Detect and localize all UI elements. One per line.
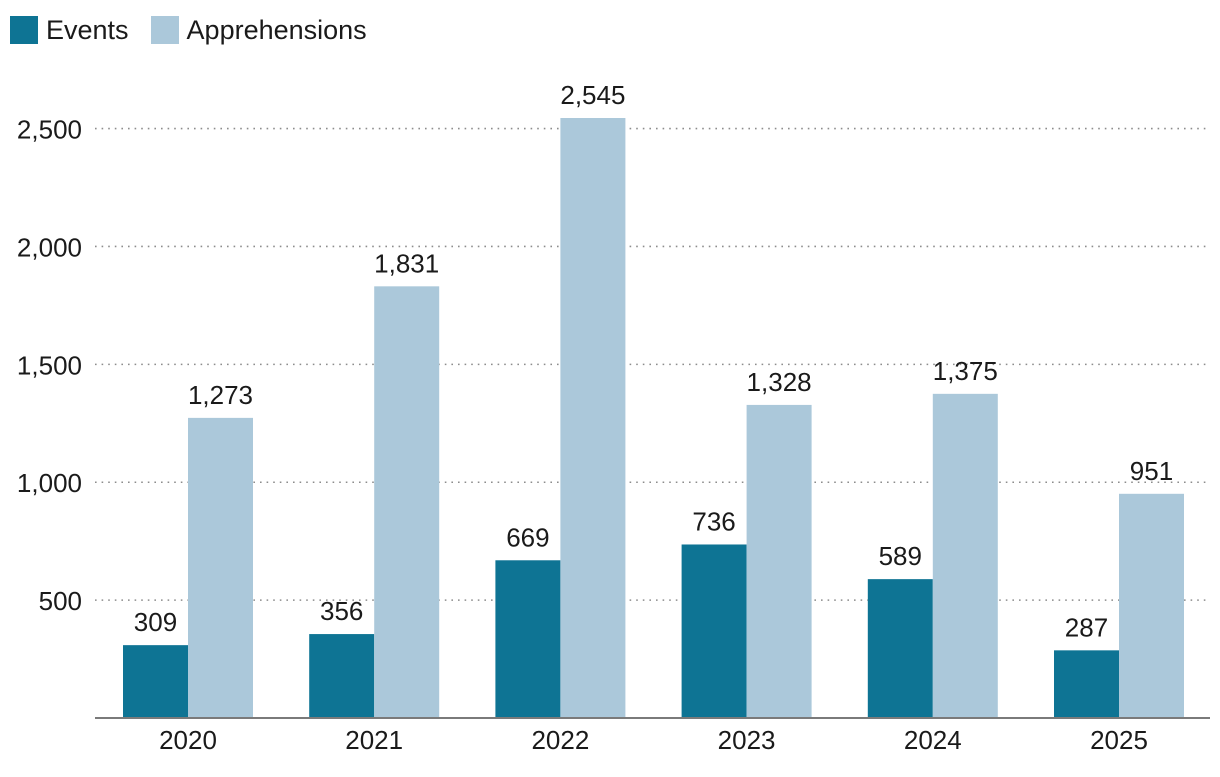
legend-label-apprehensions: Apprehensions — [186, 15, 367, 45]
data-label: 287 — [1065, 612, 1108, 642]
legend: Events Apprehensions — [10, 14, 367, 46]
x-tick-label: 2022 — [531, 725, 589, 755]
y-tick-label: 2,000 — [17, 232, 82, 262]
x-tick-label: 2023 — [718, 725, 776, 755]
bar-apprehensions-2024 — [932, 393, 998, 718]
bar-events-2021 — [309, 634, 375, 718]
y-tick-label: 1,000 — [17, 468, 82, 498]
y-tick-label: 1,500 — [17, 350, 82, 380]
bar-apprehensions-2020 — [188, 417, 253, 718]
legend-item-events: Events — [10, 14, 129, 46]
data-label: 589 — [879, 541, 922, 571]
data-label: 736 — [692, 506, 735, 536]
data-label: 1,328 — [747, 367, 812, 397]
y-tick-label: 500 — [39, 586, 82, 616]
x-tick-label: 2024 — [904, 725, 962, 755]
legend-swatch-events — [10, 16, 38, 44]
data-label: 669 — [506, 522, 549, 552]
legend-swatch-apprehensions — [150, 16, 179, 44]
data-label: 309 — [134, 607, 177, 637]
data-label: 951 — [1130, 456, 1173, 486]
bar-events-2025 — [1054, 650, 1119, 718]
legend-label-events: Events — [46, 15, 129, 45]
bar-apprehensions-2023 — [746, 404, 812, 718]
data-label: 1,375 — [933, 356, 998, 386]
data-label: 1,273 — [188, 380, 253, 410]
data-label: 356 — [320, 596, 363, 626]
legend-item-apprehensions: Apprehensions — [150, 14, 367, 46]
bar-events-2020 — [123, 645, 188, 718]
data-label: 2,545 — [560, 80, 625, 110]
bar-events-2023 — [681, 544, 747, 718]
bar-apprehensions-2022 — [560, 118, 626, 718]
bar-apprehensions-2021 — [374, 286, 440, 718]
x-tick-label: 2021 — [345, 725, 403, 755]
x-tick-label: 2025 — [1090, 725, 1148, 755]
bar-events-2024 — [867, 579, 933, 718]
data-label: 1,831 — [374, 248, 439, 278]
bar-apprehensions-2025 — [1119, 493, 1184, 718]
y-tick-label: 2,500 — [17, 115, 82, 145]
bar-events-2022 — [495, 560, 561, 718]
x-tick-label: 2020 — [159, 725, 217, 755]
